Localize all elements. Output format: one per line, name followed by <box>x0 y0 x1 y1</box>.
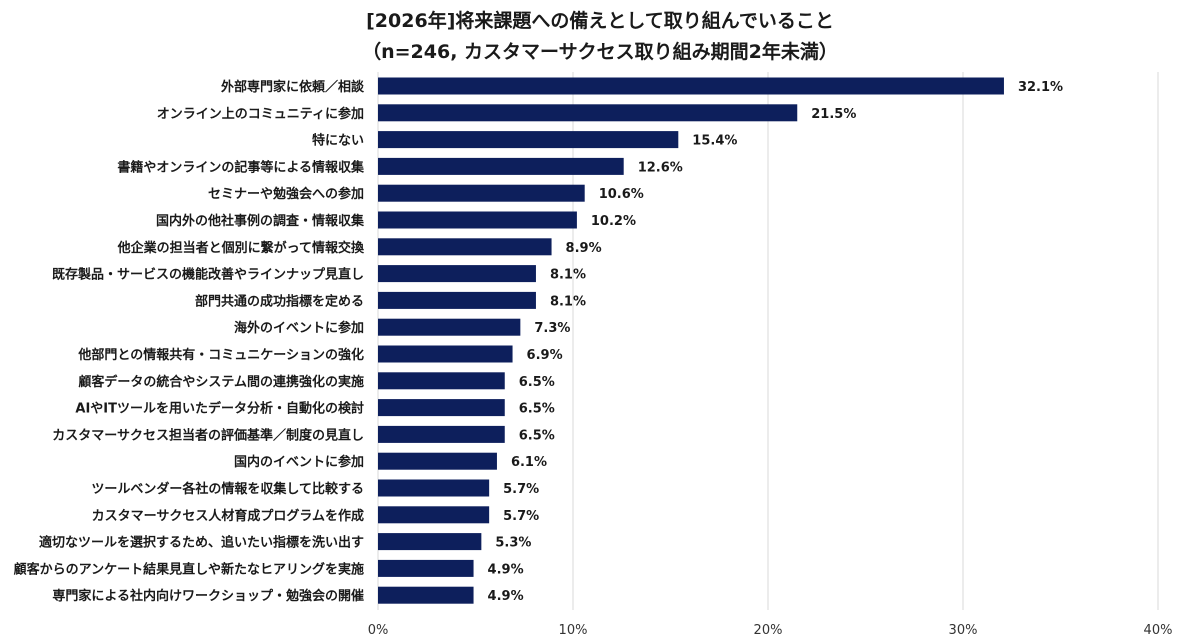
category-label: 国内のイベントに参加 <box>234 454 364 470</box>
bar <box>378 372 505 390</box>
bar <box>378 452 497 470</box>
value-labels: 32.1% 21.5% 15.4% 12.6% 10.6% 10.2% 8.9% 8.1% 8.… <box>488 80 1064 604</box>
x-tick-label: 0% <box>368 623 389 638</box>
category-label: 既存製品・サービスの機能改善やラインナップ見直し <box>52 267 364 283</box>
bar <box>378 479 490 497</box>
bar <box>378 506 490 524</box>
bar <box>378 184 585 202</box>
category-label: セミナーや勉強会への参加 <box>208 186 364 202</box>
category-label: 他企業の担当者と個別に繋がって情報交換 <box>117 240 365 256</box>
value-label: 8.1% <box>550 294 586 309</box>
bar <box>378 345 513 363</box>
value-label: 4.9% <box>488 589 524 604</box>
value-label: 8.1% <box>550 268 586 283</box>
bar <box>378 238 552 256</box>
value-label: 10.2% <box>591 214 636 229</box>
x-tick-label: 40% <box>1144 623 1173 638</box>
bar <box>378 211 577 229</box>
value-label: 5.7% <box>503 482 539 497</box>
value-label: 7.3% <box>534 321 570 336</box>
x-tick-label: 30% <box>949 623 978 638</box>
bar <box>378 318 521 336</box>
category-labels: 外部専門家に依頼／相談オンライン上のコミュニティに参加特にない書籍やオンラインの… <box>14 79 365 604</box>
x-tick-label: 10% <box>559 623 588 638</box>
value-label: 6.5% <box>519 402 555 417</box>
value-label: 32.1% <box>1018 80 1063 95</box>
category-label: 外部専門家に依頼／相談 <box>220 79 365 95</box>
category-label: 顧客からのアンケート結果見直しや新たなヒアリングを実施 <box>14 561 364 577</box>
x-axis-ticks: 0% 10% 20% 30% 40% <box>368 623 1173 638</box>
value-label: 4.9% <box>488 562 524 577</box>
category-label: 特にない <box>312 133 364 149</box>
bar <box>378 399 505 417</box>
gridlines <box>377 72 1159 610</box>
category-label: オンライン上のコミュニティに参加 <box>157 106 364 122</box>
category-label: 専門家による社内向けワークショップ・勉強会の開催 <box>52 588 364 604</box>
value-label: 6.9% <box>527 348 563 363</box>
category-label: 海外のイベントに参加 <box>234 320 364 336</box>
chart-title: [2026年]将来課題への備えとして取り組んでいること <box>366 10 834 32</box>
bar <box>378 425 505 443</box>
value-label: 12.6% <box>638 160 683 175</box>
bars <box>378 77 1004 604</box>
value-label: 15.4% <box>692 134 737 149</box>
x-tick-label: 20% <box>754 623 783 638</box>
value-label: 21.5% <box>811 107 856 122</box>
category-label: 国内外の他社事例の調査・情報収集 <box>156 213 365 229</box>
chart-subtitle: （n=246, カスタマーサクセス取り組み期間2年未満） <box>362 41 838 63</box>
category-label: カスタマーサクセス人材育成プログラムを作成 <box>92 508 364 524</box>
bar <box>378 265 536 283</box>
bar <box>378 559 474 577</box>
category-label: 他部門との情報共有・コミュニケーションの強化 <box>77 347 364 363</box>
category-label: ツールベンダー各社の情報を収集して比較する <box>91 481 364 497</box>
bar <box>378 104 798 122</box>
value-label: 5.7% <box>503 509 539 524</box>
bar <box>378 157 624 175</box>
bar <box>378 77 1004 95</box>
category-label: AIやITツールを用いたデータ分析・自動化の検討 <box>75 401 364 417</box>
value-label: 10.6% <box>599 187 644 202</box>
category-label: カスタマーサクセス担当者の評価基準／制度の見直し <box>52 427 364 443</box>
category-label: 書籍やオンラインの記事等による情報収集 <box>117 159 365 175</box>
value-label: 6.5% <box>519 375 555 390</box>
category-label: 部門共通の成功指標を定める <box>195 293 364 309</box>
bar <box>378 291 536 309</box>
bar <box>378 131 679 149</box>
value-label: 8.9% <box>566 241 602 256</box>
value-label: 6.5% <box>519 428 555 443</box>
value-label: 5.3% <box>495 536 531 551</box>
category-label: 適切なツールを選択するため、追いたい指標を洗い出す <box>39 535 364 551</box>
bar <box>378 533 482 551</box>
category-label: 顧客データの統合やシステム間の連携強化の実施 <box>78 374 364 390</box>
value-label: 6.1% <box>511 455 547 470</box>
bar <box>378 586 474 604</box>
